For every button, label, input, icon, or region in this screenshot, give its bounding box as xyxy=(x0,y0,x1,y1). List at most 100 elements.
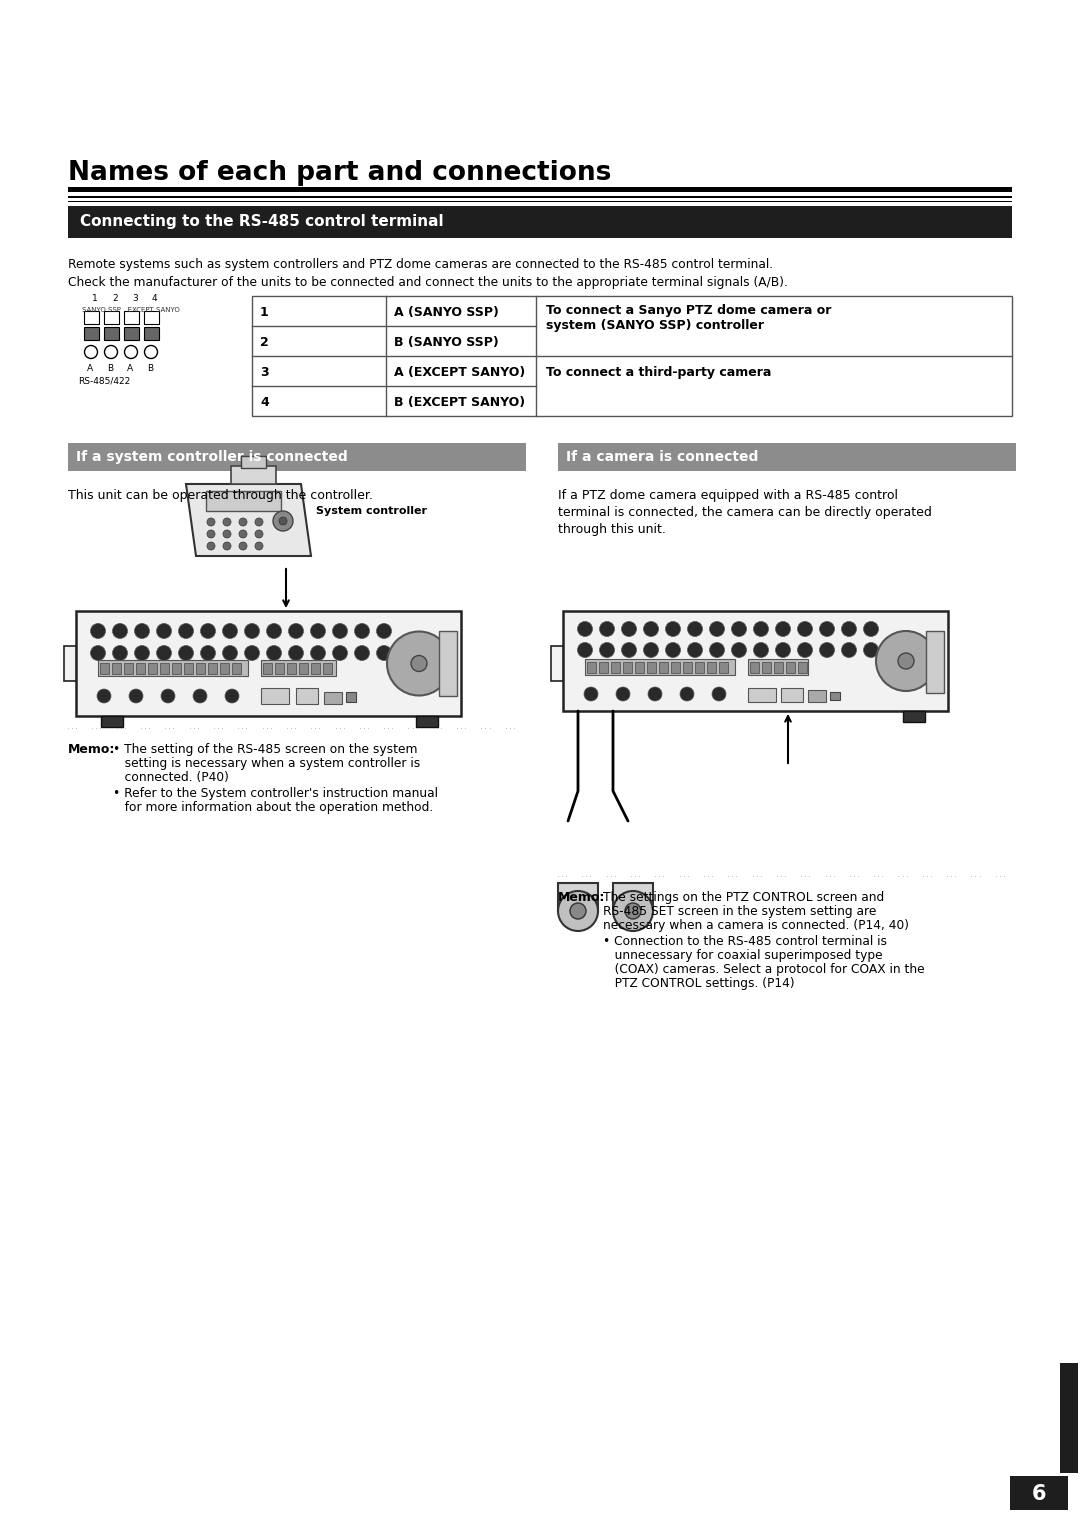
Point xyxy=(481,715,498,740)
Point xyxy=(679,863,697,888)
Point xyxy=(841,863,859,888)
Point xyxy=(922,863,940,888)
Point xyxy=(849,863,866,888)
Text: • Connection to the RS-485 control terminal is: • Connection to the RS-485 control termi… xyxy=(603,935,887,947)
Circle shape xyxy=(897,652,914,669)
Circle shape xyxy=(244,623,259,639)
Point xyxy=(262,715,280,740)
Point xyxy=(157,715,174,740)
Circle shape xyxy=(244,645,259,660)
Point xyxy=(282,715,299,740)
Bar xyxy=(76,611,461,717)
Bar xyxy=(438,631,457,695)
Circle shape xyxy=(279,516,287,526)
Point xyxy=(87,715,105,740)
Point xyxy=(650,863,667,888)
Circle shape xyxy=(178,623,193,639)
Point xyxy=(453,715,470,740)
Point xyxy=(161,715,178,740)
Point xyxy=(800,863,818,888)
Circle shape xyxy=(333,645,348,660)
Text: A: A xyxy=(87,364,93,373)
Point xyxy=(286,715,303,740)
Point xyxy=(233,715,251,740)
Circle shape xyxy=(841,622,856,637)
Point xyxy=(258,715,275,740)
Point xyxy=(330,715,348,740)
Text: A: A xyxy=(127,364,133,373)
Circle shape xyxy=(754,622,769,637)
Point xyxy=(360,715,377,740)
Circle shape xyxy=(84,345,97,359)
Point xyxy=(59,715,77,740)
Circle shape xyxy=(255,542,264,550)
Circle shape xyxy=(222,542,231,550)
Bar xyxy=(926,631,944,694)
Bar xyxy=(148,663,157,674)
Text: To connect a Sanyo PTZ dome camera or
system (SANYO SSP) controller: To connect a Sanyo PTZ dome camera or sy… xyxy=(546,304,832,332)
Circle shape xyxy=(599,642,615,657)
Circle shape xyxy=(239,542,247,550)
Text: Check the manufacturer of the units to be connected and connect the units to the: Check the manufacturer of the units to b… xyxy=(68,277,788,289)
Text: 4: 4 xyxy=(260,396,269,410)
Text: SANYO SSP   EXCEPT SANYO: SANYO SSP EXCEPT SANYO xyxy=(82,307,179,313)
Circle shape xyxy=(239,518,247,526)
Text: B (EXCEPT SANYO): B (EXCEPT SANYO) xyxy=(394,396,525,410)
Bar xyxy=(563,611,948,711)
Bar xyxy=(64,646,76,681)
Text: for more information about the operation method.: for more information about the operation… xyxy=(113,801,433,814)
Point xyxy=(557,863,575,888)
Text: If a system controller is connected: If a system controller is connected xyxy=(76,451,348,465)
Point xyxy=(939,863,956,888)
Point xyxy=(553,863,570,888)
Point xyxy=(752,863,769,888)
Bar xyxy=(84,327,99,341)
Circle shape xyxy=(387,631,451,695)
Text: • The setting of the RS-485 screen on the system: • The setting of the RS-485 screen on th… xyxy=(113,743,418,756)
Point xyxy=(914,863,931,888)
Bar xyxy=(287,663,296,674)
Bar xyxy=(136,663,145,674)
Circle shape xyxy=(124,345,137,359)
Point xyxy=(573,863,591,888)
Point xyxy=(696,863,713,888)
Circle shape xyxy=(797,642,812,657)
Circle shape xyxy=(311,623,325,639)
Bar xyxy=(798,662,807,672)
Point xyxy=(728,863,745,888)
Point xyxy=(647,863,664,888)
Text: B: B xyxy=(147,364,153,373)
Circle shape xyxy=(354,623,369,639)
Circle shape xyxy=(161,689,175,703)
Bar xyxy=(160,663,168,674)
Circle shape xyxy=(775,622,791,637)
Circle shape xyxy=(178,645,193,660)
Text: Remote systems such as system controllers and PTZ dome cameras are connected to : Remote systems such as system controller… xyxy=(68,258,773,270)
Point xyxy=(448,715,465,740)
Point xyxy=(92,715,109,740)
Circle shape xyxy=(112,623,127,639)
Point xyxy=(189,715,206,740)
Point xyxy=(355,715,373,740)
Text: This unit can be operated through the controller.: This unit can be operated through the co… xyxy=(68,489,373,503)
Point xyxy=(140,715,158,740)
Bar xyxy=(659,662,669,672)
Point xyxy=(744,863,761,888)
Point xyxy=(748,863,766,888)
Circle shape xyxy=(157,645,172,660)
Bar xyxy=(903,711,924,723)
Point xyxy=(768,863,785,888)
Point xyxy=(108,715,125,740)
Point xyxy=(550,863,567,888)
Bar xyxy=(748,688,777,701)
Circle shape xyxy=(625,903,642,918)
Text: Names of each part and connections: Names of each part and connections xyxy=(68,160,611,186)
Circle shape xyxy=(710,622,725,637)
Point xyxy=(404,715,421,740)
Point xyxy=(408,715,426,740)
Bar xyxy=(311,663,320,674)
Circle shape xyxy=(129,689,143,703)
Circle shape xyxy=(731,622,746,637)
Circle shape xyxy=(377,623,391,639)
Point xyxy=(67,715,84,740)
